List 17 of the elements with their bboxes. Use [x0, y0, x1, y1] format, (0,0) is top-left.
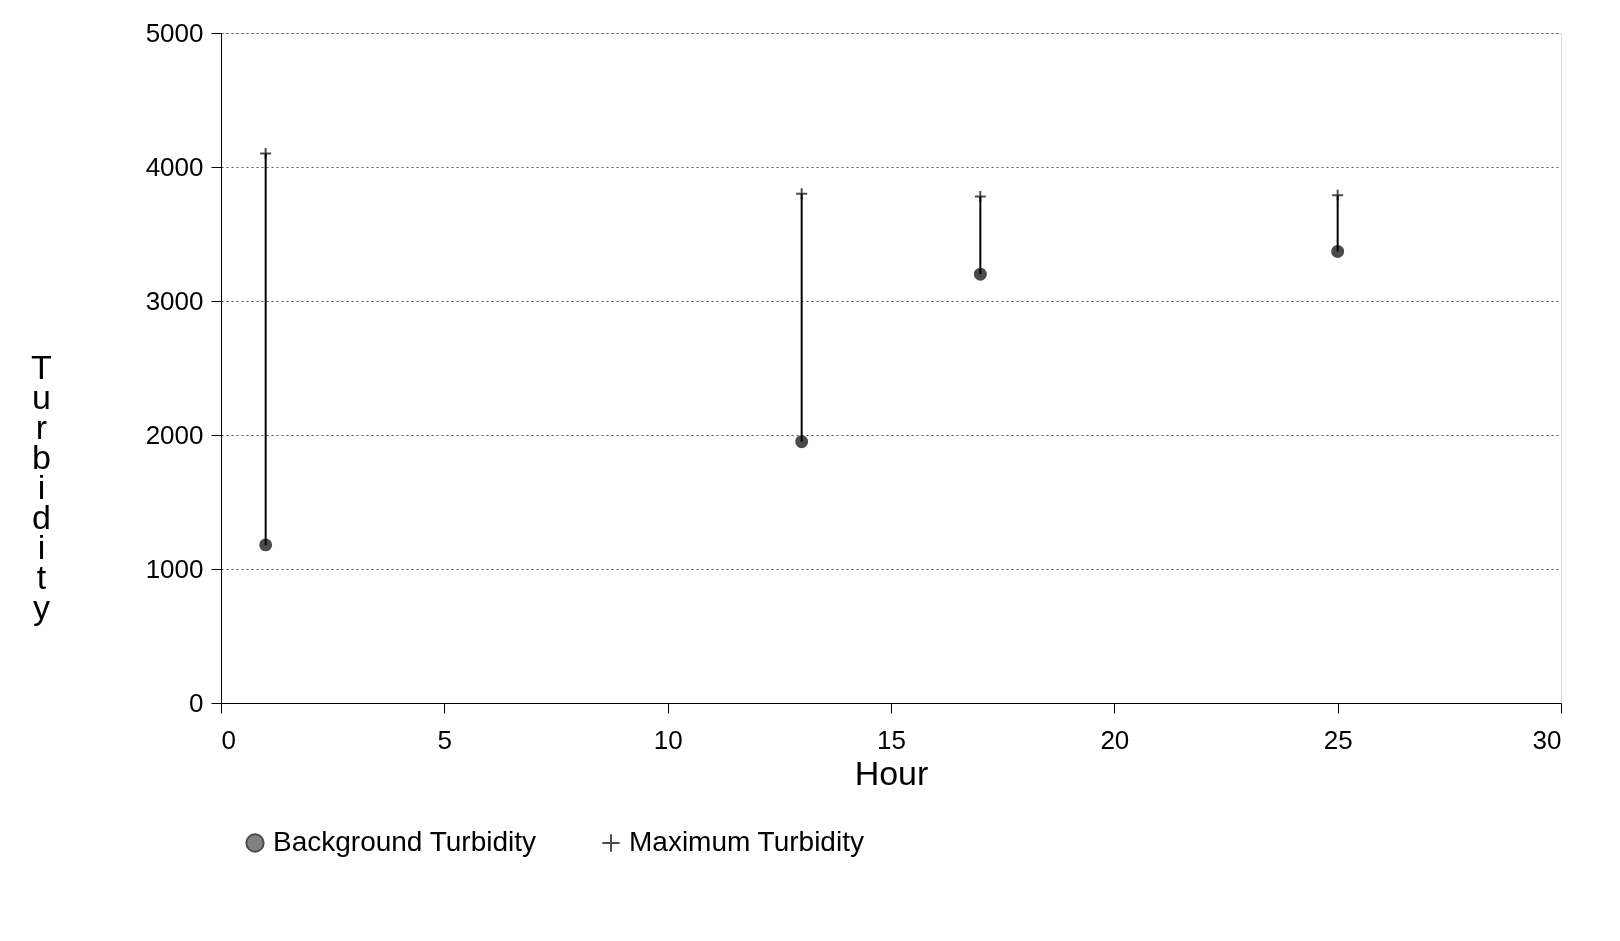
y-tick-label: 1000: [145, 553, 204, 584]
x-tick-label: 10: [653, 724, 683, 755]
legend-label: Background Turbidity: [273, 826, 537, 857]
y-tick-label: 5000: [145, 17, 204, 48]
x-axis-title: Hour: [854, 753, 929, 792]
x-tick-label: 30: [1532, 724, 1562, 755]
y-tick-label: 0: [189, 687, 204, 718]
x-tick-label: 0: [221, 724, 236, 755]
x-tick-label: 20: [1100, 724, 1130, 755]
x-tick-label: 5: [437, 724, 453, 755]
legend-label: Maximum Turbidity: [629, 826, 864, 857]
text: Turbidity: [31, 347, 52, 626]
y-tick-label: 4000: [145, 151, 204, 182]
x-tick-label: 15: [877, 724, 906, 755]
y-tick-label: 3000: [145, 285, 204, 316]
y-tick-label: 2000: [145, 419, 204, 450]
x-tick-label: 25: [1323, 724, 1353, 755]
